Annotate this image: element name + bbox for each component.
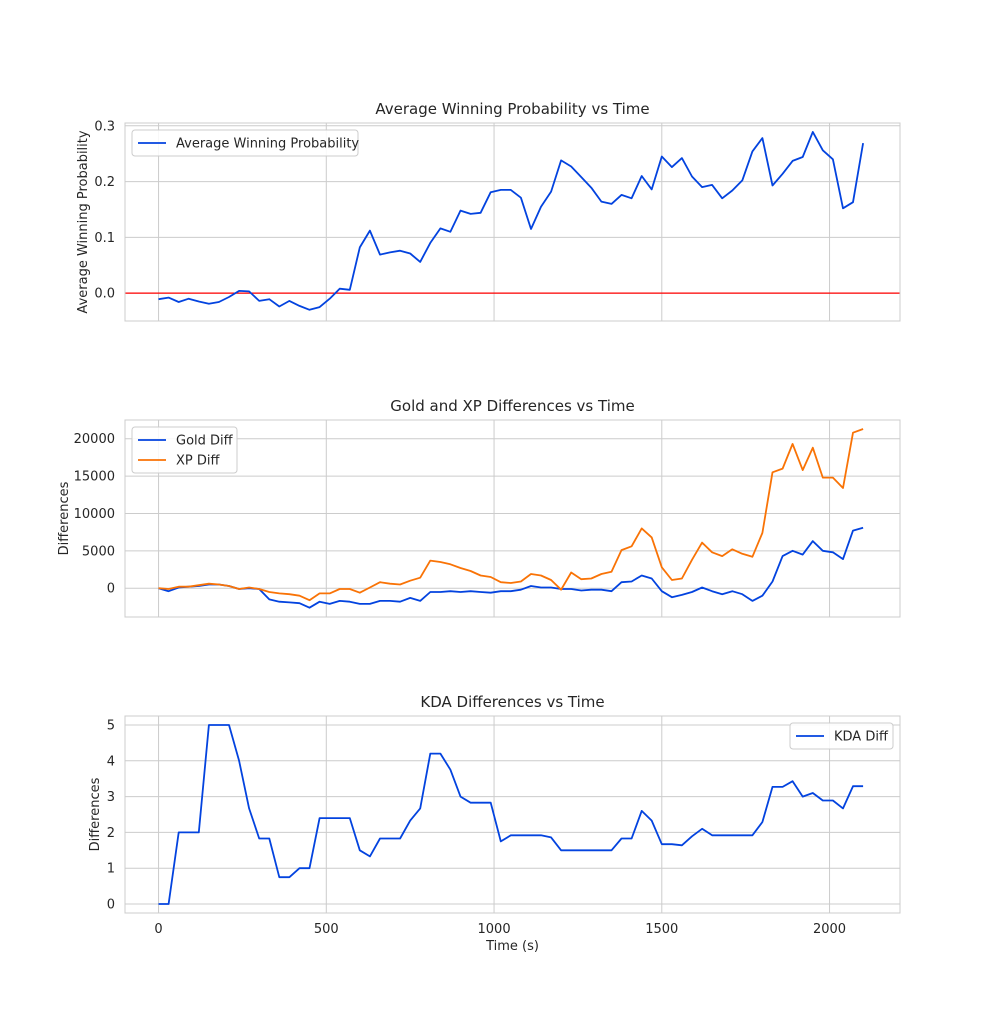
x-tick-label: 500: [314, 922, 339, 937]
y-axis-label: Differences: [88, 777, 103, 851]
chart-title: KDA Differences vs Time: [420, 693, 604, 711]
y-tick-label: 15000: [74, 470, 115, 485]
series-line-average-winning-probability: [158, 130, 864, 311]
subplot-3: 0 1 2 3 4 5 0 500 1000 1500 2000 KDA Differences vs…: [88, 693, 901, 954]
y-tick-label: 0.2: [94, 175, 115, 190]
y-tick-label: 0.3: [94, 119, 115, 134]
axes-frame: [124, 419, 901, 618]
y-tick-label: 10000: [74, 507, 115, 522]
y-tick-label: 5: [107, 718, 115, 733]
legend-box: [131, 426, 238, 474]
y-tick-label: 0.1: [94, 231, 115, 246]
y-axis-label: Differences: [57, 481, 72, 555]
series-line-gold-diff: [158, 526, 864, 609]
axes-frame: [124, 122, 901, 322]
x-tick-label: 0: [154, 922, 162, 937]
legend: Average Winning Probability: [131, 129, 359, 157]
legend-box: [789, 722, 894, 750]
y-tick-label: 0: [107, 898, 115, 913]
legend-label: XP Diff: [176, 454, 220, 469]
x-tick-label: 1000: [478, 922, 511, 937]
y-tick-label: 0: [107, 582, 115, 597]
y-tick-label: 4: [107, 754, 115, 769]
series-line-kda-diff: [158, 724, 864, 905]
chart-title: Average Winning Probability vs Time: [375, 100, 649, 118]
y-tick-label: 2: [107, 826, 115, 841]
y-tick-label: 0.0: [94, 287, 115, 302]
y-tick-label: 1: [107, 862, 115, 877]
legend-label: Gold Diff: [176, 434, 234, 449]
legend-label: KDA Diff: [834, 730, 889, 745]
y-tick-label: 5000: [82, 544, 115, 559]
subplot-1: 0.0 0.1 0.2 0.3 Average Winning Probability …: [76, 100, 901, 322]
legend: Gold Diff XP Diff: [131, 426, 238, 474]
chart-title: Gold and XP Differences vs Time: [390, 397, 634, 415]
subplot-2: 0 5000 10000 15000 20000 Gold and XP Differen…: [57, 397, 901, 618]
legend: KDA Diff: [789, 722, 894, 750]
axes-frame: [124, 715, 901, 914]
x-tick-label: 2000: [813, 922, 846, 937]
y-tick-label: 20000: [74, 432, 115, 447]
x-tick-label: 1500: [645, 922, 678, 937]
legend-box: [131, 129, 359, 157]
y-axis-label: Average Winning Probability: [76, 130, 91, 313]
x-axis-label: Time (s): [485, 939, 539, 954]
legend-label: Average Winning Probability: [176, 137, 359, 152]
y-tick-label: 3: [107, 790, 115, 805]
series-line-xp-diff: [158, 428, 864, 602]
